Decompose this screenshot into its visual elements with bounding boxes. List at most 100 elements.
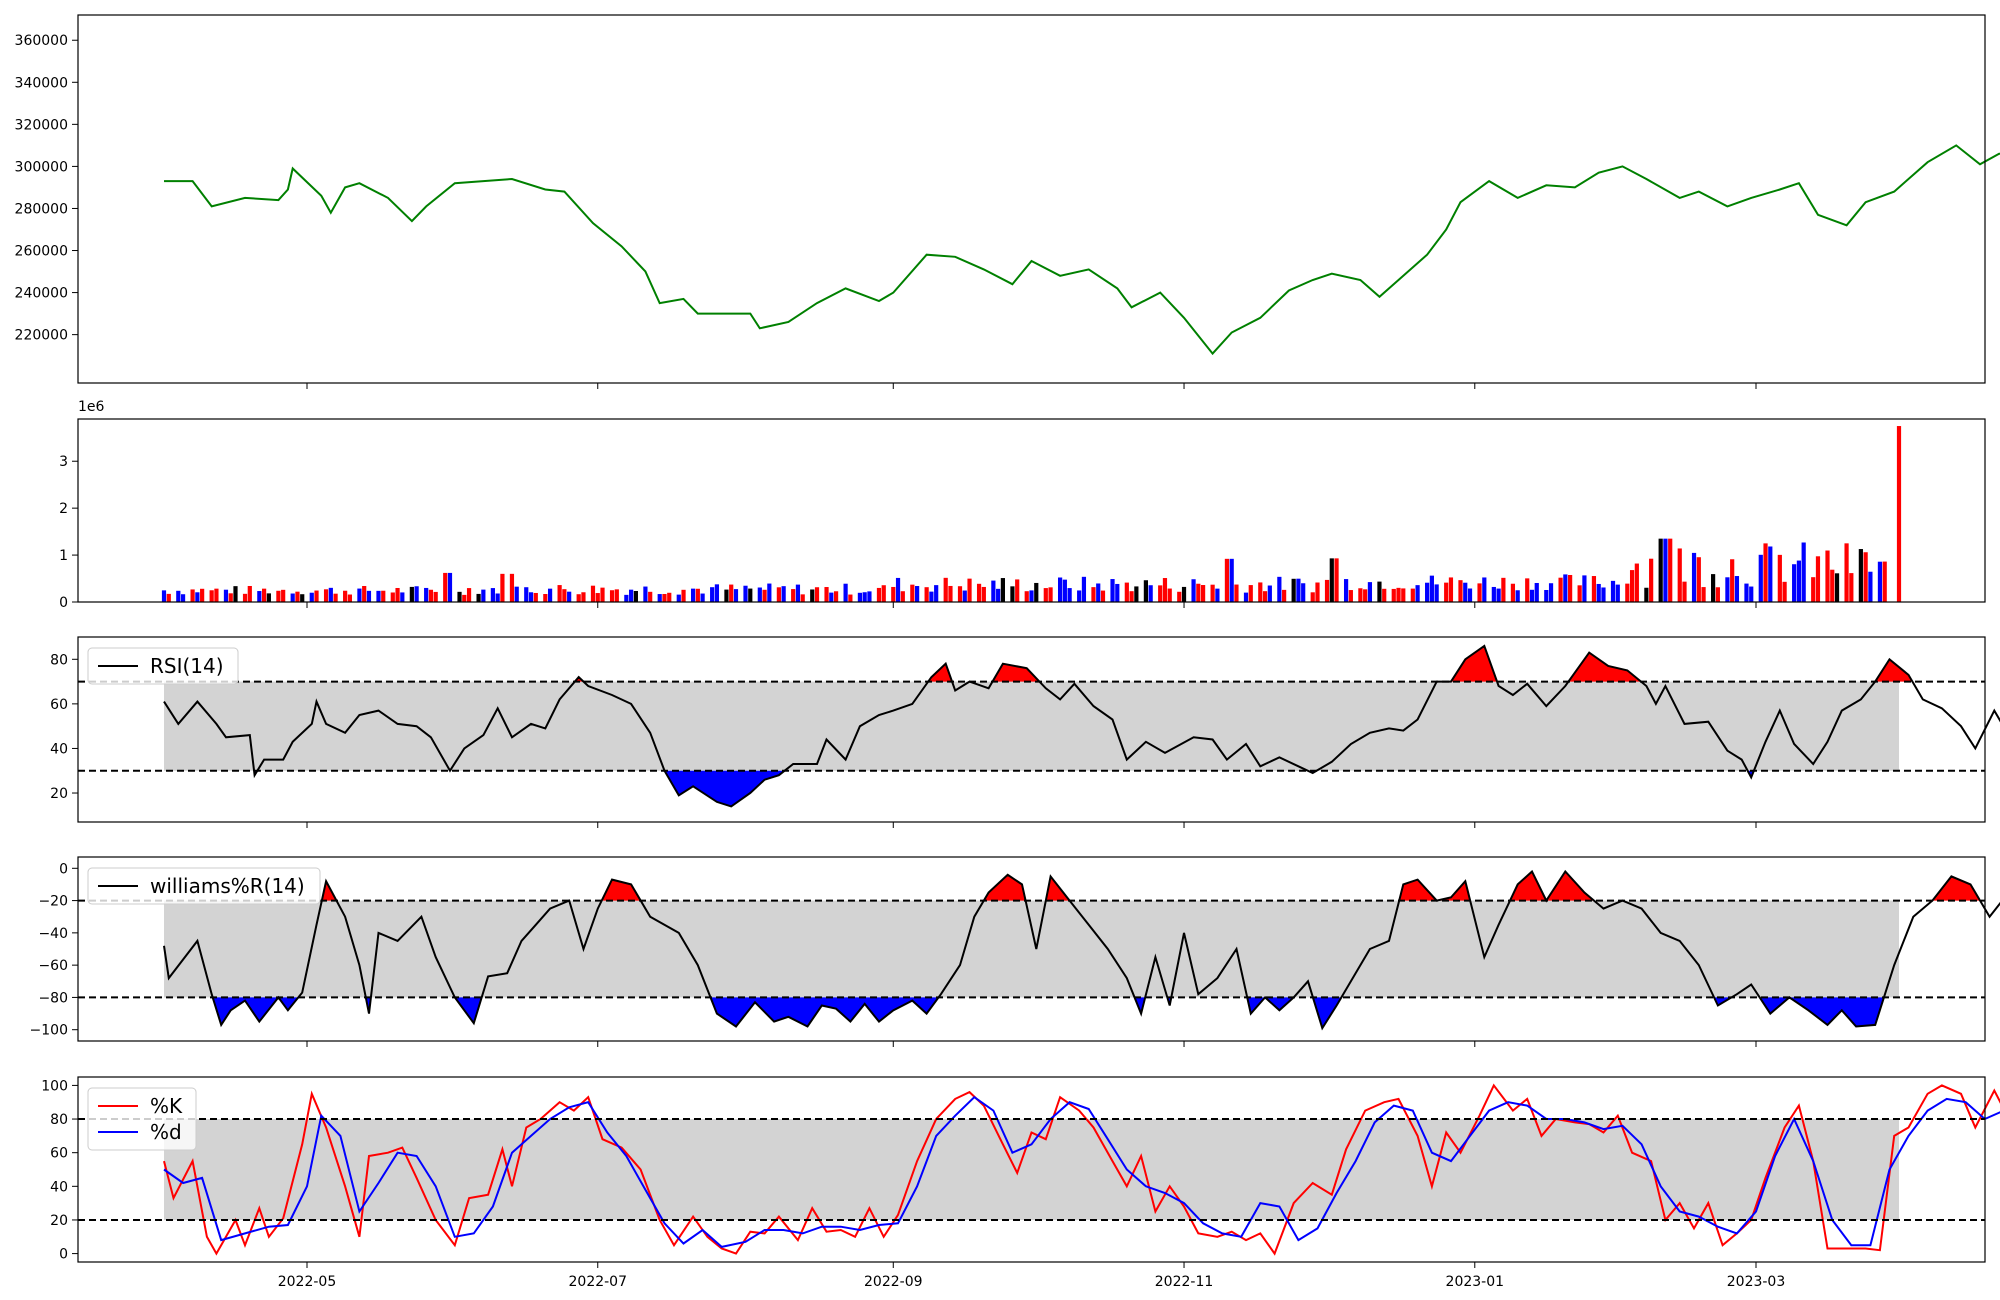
- volume-bar: [833, 591, 839, 602]
- volume-bar: [1434, 584, 1439, 602]
- williams-oversold-fill: [212, 997, 299, 1025]
- volume-bar: [1363, 589, 1368, 602]
- volume-bar: [266, 593, 271, 602]
- volume-bar: [347, 594, 352, 602]
- volume-bar: [209, 590, 214, 602]
- volume-bar: [733, 589, 739, 602]
- volume-bar: [1477, 583, 1482, 602]
- williams-frame: [77, 856, 1986, 1042]
- volume-bar: [1715, 587, 1720, 602]
- volume-bar: [1291, 578, 1296, 602]
- volume-bar: [791, 589, 796, 602]
- volume-bar: [967, 578, 972, 602]
- volume-bar: [514, 586, 519, 602]
- volume-bar: [1525, 578, 1530, 602]
- volume-bar: [1034, 582, 1039, 602]
- volume-bar: [1444, 582, 1449, 602]
- volume-bar: [1100, 590, 1106, 602]
- volume-bar: [1096, 583, 1101, 602]
- williams-ytick-label: −100: [30, 1023, 68, 1039]
- volume-bar: [462, 594, 467, 602]
- x-tick-label: 2022-09: [864, 1274, 923, 1290]
- volume-bar: [228, 593, 233, 602]
- volume-bar: [166, 593, 171, 602]
- volume-bar: [400, 592, 405, 602]
- stochastic-ytick-label: 20: [50, 1213, 68, 1229]
- volume-bar: [490, 588, 495, 602]
- stochastic-k-line: [163, 1083, 2000, 1256]
- volume-bar: [1000, 578, 1006, 602]
- price-ytick-label: 280000: [15, 201, 68, 217]
- volume-bar: [1544, 589, 1549, 602]
- volume-bar: [466, 588, 472, 602]
- x-tick-label: 2022-07: [569, 1274, 628, 1290]
- volume-bar: [1258, 582, 1263, 602]
- volume-bar: [1134, 586, 1139, 602]
- volume-bar: [495, 593, 500, 602]
- volume-bar: [1029, 590, 1034, 602]
- williams-oversold-fill: [710, 997, 939, 1027]
- volume-bar: [1229, 558, 1234, 602]
- volume-bar: [876, 587, 882, 602]
- volume-bar: [1048, 587, 1053, 602]
- volume-bar: [1601, 587, 1606, 602]
- volume-bar: [1558, 577, 1563, 602]
- volume-bar: [957, 586, 963, 602]
- volume-bar: [223, 589, 229, 602]
- williams-ytick-label: −40: [38, 926, 68, 942]
- volume-bar: [343, 590, 348, 602]
- stochastic-frame: [77, 1076, 1986, 1263]
- rsi-legend-label: RSI(14): [150, 654, 224, 678]
- volume-bar: [900, 591, 905, 602]
- volume-bar: [590, 585, 596, 602]
- volume-bar: [1896, 426, 1902, 602]
- volume-bar: [1215, 588, 1220, 602]
- volume-bar: [290, 593, 295, 602]
- stochastic-ytick-label: 60: [50, 1146, 68, 1162]
- volume-bar: [524, 587, 529, 602]
- volume-frame: [77, 418, 1986, 603]
- volume-bar: [1515, 590, 1520, 602]
- volume-bar: [233, 586, 238, 602]
- volume-bar: [1501, 577, 1506, 602]
- volume-bar: [357, 588, 362, 602]
- volume-bar: [1668, 538, 1673, 602]
- rsi-ytick-label: 80: [50, 652, 68, 668]
- volume-bar: [180, 594, 186, 602]
- volume-bar: [567, 591, 572, 602]
- volume-bar: [1563, 574, 1568, 602]
- volume-bar: [757, 587, 762, 602]
- volume-bar: [1548, 583, 1554, 602]
- volume-bar: [681, 589, 686, 602]
- volume-bar: [1057, 577, 1063, 602]
- volume-bar: [1629, 570, 1635, 602]
- x-tick-label: 2022-05: [278, 1274, 337, 1290]
- volume-bar: [1663, 538, 1668, 602]
- volume-bar: [1143, 580, 1148, 602]
- volume-bar: [1849, 573, 1854, 602]
- volume-bar: [848, 594, 853, 602]
- williams-ytick-label: −60: [38, 958, 68, 974]
- volume-bar: [1124, 582, 1129, 602]
- volume-bar: [1010, 586, 1015, 602]
- williams-ytick-label: −20: [38, 894, 68, 910]
- volume-bar: [447, 572, 453, 602]
- volume-bar: [1415, 585, 1420, 602]
- volume-bar: [1701, 587, 1706, 602]
- volume-bar: [1591, 576, 1597, 602]
- volume-bar: [576, 594, 581, 602]
- volume-bar: [857, 592, 863, 602]
- price-ytick-label: 340000: [15, 75, 68, 91]
- volume-bar: [1730, 559, 1735, 602]
- williams-ytick-label: 0: [59, 861, 68, 877]
- volume-bar: [509, 573, 515, 602]
- rsi-oversold-fill: [664, 770, 785, 807]
- rsi-frame: [77, 636, 1986, 823]
- volume-bar: [776, 587, 781, 602]
- williams-oversold-fill: [1759, 997, 1884, 1027]
- volume-bar: [1148, 585, 1153, 602]
- volume-bar: [1448, 577, 1454, 602]
- volume-ytick-label: 3: [59, 454, 68, 470]
- volume-bar: [1296, 578, 1301, 602]
- volume-bar: [829, 592, 834, 602]
